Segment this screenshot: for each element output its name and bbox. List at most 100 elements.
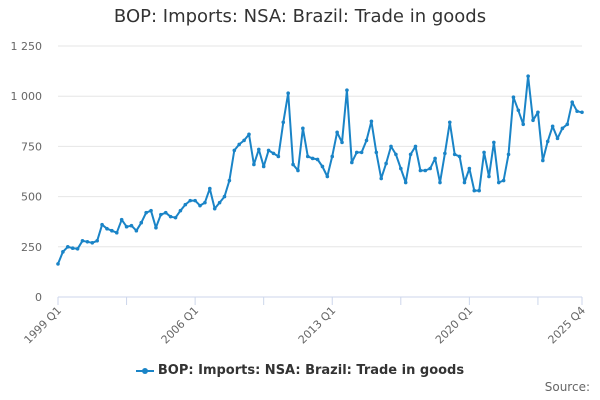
data-point — [457, 154, 462, 159]
data-point — [575, 109, 579, 114]
data-point — [110, 228, 114, 233]
data-point — [374, 150, 379, 155]
data-point — [154, 225, 158, 230]
data-point — [516, 108, 521, 113]
data-point — [276, 154, 281, 159]
data-point — [65, 245, 70, 249]
data-point — [541, 158, 545, 163]
data-point — [203, 200, 207, 205]
data-point — [428, 166, 432, 171]
data-point — [198, 203, 202, 208]
data-point — [75, 247, 80, 251]
y-tick-label: 250 — [21, 241, 42, 254]
x-tick-label: 2025 Q4 — [546, 304, 589, 347]
data-point — [413, 144, 418, 149]
data-point — [301, 126, 305, 131]
data-point — [281, 120, 286, 125]
data-point — [565, 122, 570, 127]
data-point — [114, 230, 119, 235]
chart-title: BOP: Imports: NSA: Brazil: Trade in good… — [113, 6, 487, 27]
data-point — [354, 150, 359, 155]
x-tick-label: 2020 Q1 — [433, 304, 476, 347]
data-point — [159, 212, 163, 217]
data-point — [208, 186, 212, 191]
data-point — [168, 214, 173, 219]
data-point — [443, 151, 447, 156]
y-tick-label: 1 000 — [11, 90, 43, 103]
data-point — [335, 130, 339, 135]
data-point — [394, 152, 398, 157]
data-point — [271, 151, 276, 156]
data-point — [487, 174, 491, 179]
data-point — [178, 208, 183, 213]
data-point — [359, 150, 364, 155]
data-point — [580, 110, 584, 115]
data-point — [501, 178, 506, 183]
data-point — [570, 100, 575, 105]
y-axis: 0 250 500 750 1 000 1 250 — [11, 40, 43, 304]
data-point — [330, 154, 335, 159]
legend[interactable]: BOP: Imports: NSA: Brazil: Trade in good… — [0, 363, 600, 378]
data-point — [61, 250, 65, 254]
data-point — [144, 210, 148, 215]
x-axis: 1999 Q1 2006 Q1 2013 Q1 2020 Q1 2025 Q4 — [22, 296, 589, 347]
data-point — [545, 139, 550, 144]
data-point — [70, 246, 75, 251]
data-point — [496, 180, 501, 185]
data-point — [511, 95, 516, 100]
data-point — [149, 208, 153, 213]
data-point — [472, 188, 477, 193]
data-point — [95, 238, 99, 243]
data-point — [433, 156, 437, 161]
y-tick-label: 500 — [21, 191, 42, 204]
data-point — [531, 118, 535, 123]
data-point — [90, 240, 95, 245]
data-point — [291, 162, 295, 167]
data-point — [560, 126, 565, 131]
data-point — [139, 220, 144, 225]
data-point — [320, 164, 325, 169]
data-point — [183, 202, 188, 207]
data-point — [462, 180, 467, 185]
data-point — [399, 166, 403, 171]
data-point — [325, 174, 330, 179]
data-point — [447, 120, 452, 125]
data-point — [173, 215, 178, 220]
x-tick-label: 2013 Q1 — [296, 304, 339, 347]
data-point — [296, 168, 300, 173]
data-point — [310, 156, 315, 161]
data-point — [252, 162, 256, 167]
data-point — [232, 148, 237, 153]
data-point — [452, 152, 457, 157]
data-point — [408, 152, 413, 157]
data-point — [438, 180, 442, 185]
data-point — [124, 224, 129, 229]
x-tick-label: 2006 Q1 — [159, 304, 202, 347]
data-point — [242, 138, 246, 143]
data-point — [212, 206, 217, 211]
data-point — [305, 154, 310, 159]
data-point — [384, 161, 388, 166]
y-tick-label: 1 250 — [11, 40, 43, 53]
data-point — [261, 164, 266, 169]
data-point — [467, 166, 472, 171]
y-tick-label: 0 — [35, 291, 42, 304]
credits[interactable]: Source: — [544, 380, 590, 394]
data-point — [550, 124, 555, 129]
legend-line-marker-icon — [135, 366, 154, 376]
data-point — [163, 210, 168, 215]
data-point — [266, 148, 271, 153]
data-point — [477, 188, 481, 193]
data-point — [521, 122, 526, 127]
data-point — [129, 223, 134, 228]
data-point — [217, 200, 222, 205]
grid-lines — [58, 45, 582, 248]
data-point — [492, 140, 496, 145]
data-point — [555, 136, 560, 141]
data-point — [105, 226, 109, 231]
data-point — [315, 157, 320, 162]
data-point — [418, 168, 423, 173]
data-point — [237, 142, 241, 147]
data-point — [350, 160, 354, 165]
